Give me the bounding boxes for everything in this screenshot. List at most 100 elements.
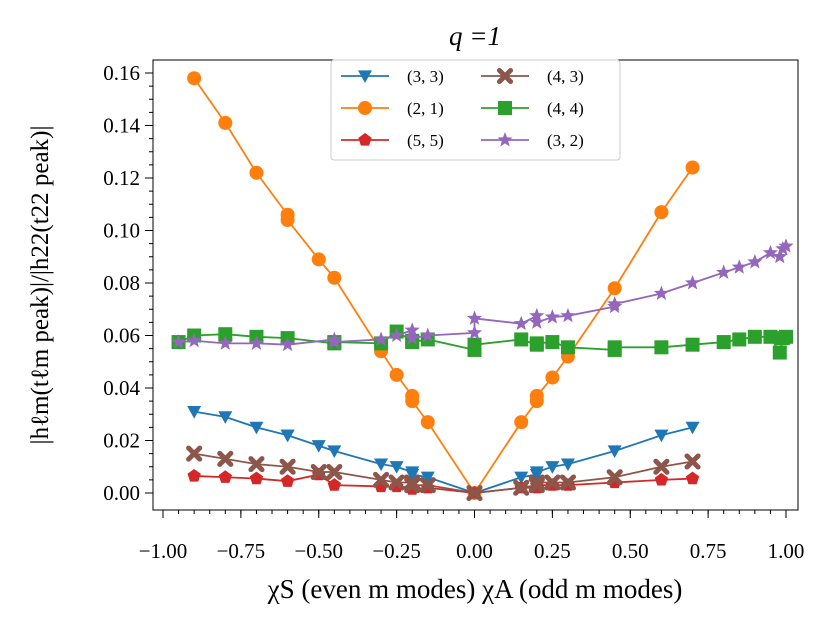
data-point xyxy=(654,340,669,355)
data-point xyxy=(778,238,794,253)
x-tick-label: 0.50 xyxy=(612,539,649,563)
data-point xyxy=(404,330,420,345)
legend-marker-icon xyxy=(358,101,372,115)
x-tick-label: −0.25 xyxy=(372,539,421,563)
x-tick-label: −0.75 xyxy=(217,539,266,563)
data-point xyxy=(653,285,670,300)
data-point xyxy=(607,340,622,355)
data-point xyxy=(280,429,295,443)
data-point xyxy=(560,458,575,472)
data-point xyxy=(419,477,436,494)
y-tick-label: 0.06 xyxy=(103,324,140,348)
x-tick-label: 1.00 xyxy=(768,539,805,563)
data-point xyxy=(545,461,560,474)
series-3-2 xyxy=(170,238,794,352)
data-point xyxy=(607,296,623,311)
data-point xyxy=(514,332,529,347)
legend-item: (3, 2) xyxy=(481,131,584,150)
data-point xyxy=(685,160,700,175)
legend-label: (2, 1) xyxy=(407,99,444,118)
y-tick-label: 0.16 xyxy=(103,61,140,85)
data-point xyxy=(405,469,420,482)
data-point xyxy=(249,421,264,435)
data-point xyxy=(420,415,435,430)
data-point xyxy=(772,248,788,264)
data-point xyxy=(513,315,529,331)
data-point xyxy=(747,329,762,344)
data-point xyxy=(248,456,265,473)
data-point xyxy=(310,463,327,481)
data-point xyxy=(763,329,778,344)
y-tick-label: 0.00 xyxy=(103,481,140,505)
data-point xyxy=(405,394,420,409)
data-point xyxy=(248,335,265,350)
x-tick-label: −0.50 xyxy=(294,539,343,563)
chart-title: q =1 xyxy=(449,21,501,51)
x-tick-label: 0.75 xyxy=(690,539,727,563)
legend-item: (5, 5) xyxy=(341,131,444,150)
legend-label: (3, 3) xyxy=(407,67,444,86)
legend-label: (4, 3) xyxy=(547,67,584,86)
series-4-3 xyxy=(186,445,701,502)
data-point xyxy=(404,322,420,337)
data-point xyxy=(218,470,232,483)
data-point xyxy=(374,458,389,472)
data-point xyxy=(731,259,747,274)
series-3-3 xyxy=(187,406,700,500)
data-point xyxy=(326,334,342,349)
legend-marker-icon xyxy=(496,67,514,85)
data-point xyxy=(280,474,295,487)
data-point xyxy=(762,244,779,260)
data-point xyxy=(404,477,421,494)
data-point xyxy=(327,478,341,491)
data-point xyxy=(389,367,404,382)
legend: (3, 3) (4, 3) (2, 1) (4, 4) (5, 5) (3, 2) xyxy=(330,59,621,161)
data-point xyxy=(716,264,732,279)
data-point xyxy=(466,310,483,325)
x-tick-label: 0.25 xyxy=(534,539,571,563)
x-axis-label: χS (even m modes) χA (odd m modes) xyxy=(267,574,683,604)
y-tick-label: 0.12 xyxy=(103,166,140,190)
x-tick-label: 0.00 xyxy=(456,539,493,563)
data-point xyxy=(186,332,202,348)
data-point xyxy=(654,472,669,486)
data-point xyxy=(544,474,561,491)
data-point xyxy=(747,254,763,269)
data-point xyxy=(217,450,234,467)
data-point xyxy=(732,332,747,347)
data-point xyxy=(311,252,326,267)
data-point xyxy=(684,275,701,290)
data-point xyxy=(529,314,545,329)
legend-label: (3, 2) xyxy=(547,131,584,150)
data-point xyxy=(420,471,435,485)
data-point xyxy=(559,474,576,491)
data-point xyxy=(187,406,202,419)
legend-marker-icon xyxy=(358,70,372,83)
data-point xyxy=(545,335,560,350)
y-tick-label: 0.08 xyxy=(103,271,140,295)
data-point xyxy=(514,471,529,485)
data-point xyxy=(280,213,295,227)
data-point xyxy=(529,388,544,403)
legend-box xyxy=(330,59,621,161)
legend-marker-icon xyxy=(358,133,372,146)
data-point xyxy=(249,471,264,485)
data-point xyxy=(326,463,343,481)
data-point xyxy=(327,445,342,458)
data-point xyxy=(187,468,201,482)
data-point xyxy=(529,336,544,351)
legend-item: (4, 4) xyxy=(481,99,584,118)
data-point xyxy=(513,479,530,496)
y-tick-label: 0.14 xyxy=(103,114,140,138)
data-point xyxy=(685,421,700,435)
data-point xyxy=(311,440,326,453)
data-point xyxy=(560,307,576,323)
legend-item: (2, 1) xyxy=(341,99,444,118)
data-point xyxy=(170,334,187,349)
data-point xyxy=(327,270,342,285)
data-point xyxy=(218,327,233,342)
x-tick-label: −1.00 xyxy=(139,539,188,563)
data-point xyxy=(545,370,560,385)
data-point xyxy=(389,327,405,342)
series-line xyxy=(178,245,787,346)
